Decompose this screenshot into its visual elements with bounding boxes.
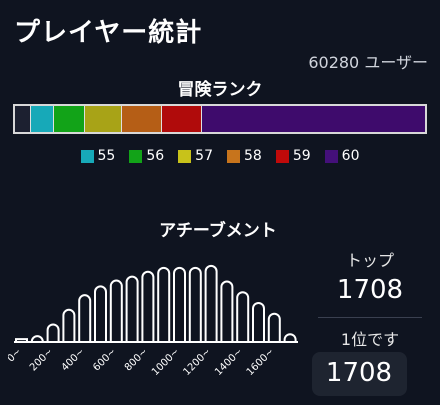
- legend-label: 60: [341, 148, 360, 164]
- histogram-tick-label: 800~: [123, 346, 150, 373]
- legend-item: 60: [324, 148, 360, 164]
- legend-label: 58: [244, 148, 262, 164]
- histogram-bar-1700~: [283, 333, 297, 342]
- histogram-bar-1400~: [236, 291, 250, 342]
- histogram-bar-800~: [141, 270, 155, 342]
- legend-item: 55: [80, 148, 116, 164]
- rank-segment: [84, 106, 123, 132]
- histogram-tick-label: 0~: [8, 346, 24, 364]
- histogram-bar-300~: [62, 308, 76, 342]
- histogram-tick-label: 1400~: [213, 346, 245, 378]
- legend-label: 56: [146, 148, 165, 164]
- legend-label: 59: [292, 148, 311, 164]
- legend-swatch: [80, 149, 94, 163]
- histogram-tick-label: 600~: [91, 346, 118, 373]
- histogram-tick-label: 1200~: [182, 346, 214, 378]
- rank-segment: [201, 106, 425, 132]
- histogram-bar-600~: [109, 279, 123, 342]
- first-value-box: [312, 352, 407, 396]
- histogram-tick-label: 400~: [60, 346, 87, 373]
- legend-swatch: [275, 149, 289, 163]
- histogram-bar-1600~: [267, 312, 281, 342]
- legend-swatch: [129, 149, 143, 163]
- top-value: 1708: [336, 275, 404, 305]
- histogram-bar-1300~: [220, 280, 234, 342]
- legend-swatch: [227, 149, 240, 163]
- rank-segment: [162, 106, 202, 132]
- first-value: 1708: [325, 358, 393, 388]
- legend-item: 58: [227, 148, 262, 164]
- first-label: 1位です: [340, 330, 400, 349]
- histogram-bar-100~: [30, 335, 44, 342]
- legend-label: 57: [195, 148, 213, 164]
- histogram-tick-label: 1600~: [245, 346, 277, 378]
- histogram-bar-400~: [78, 294, 92, 342]
- histogram-bar-1500~: [252, 302, 265, 342]
- achievement-section-title: アチーブメント: [159, 221, 277, 241]
- histogram-bar-900~: [157, 266, 171, 342]
- rank-segment: [15, 106, 32, 132]
- panel-divider: [318, 317, 422, 318]
- legend-item: 59: [275, 148, 311, 164]
- histogram-bar-1100~: [188, 266, 202, 342]
- legend-swatch: [324, 149, 338, 163]
- histogram-tick-label: 1000~: [150, 346, 182, 378]
- histogram-tick-label: 200~: [28, 346, 55, 373]
- rank-legend: 55 56 57 58 59 60: [0, 148, 440, 164]
- achievement-histogram: 0~ 200~ 400~ 600~ 800~ 1000~ 1200~ 1400~ 1600~: [8, 264, 298, 378]
- histogram-bar-700~: [125, 275, 139, 342]
- legend-label: 55: [97, 148, 116, 164]
- histogram-bar-1200~: [204, 264, 218, 342]
- rank-segment: [31, 106, 54, 132]
- legend-item: 57: [178, 148, 213, 164]
- histogram-bar-500~: [94, 285, 107, 342]
- histogram-bar-1000~: [173, 266, 186, 342]
- rank-section-title: 冒険ランク: [177, 80, 263, 100]
- page-title: プレイヤー統計: [14, 18, 203, 48]
- rank-segment: [122, 106, 163, 132]
- rank-distribution-bar: [13, 104, 427, 134]
- legend-swatch: [178, 149, 192, 163]
- histogram-bar-0~: [15, 338, 28, 342]
- top-label: トップ: [345, 251, 394, 270]
- histogram-bar-200~: [46, 323, 60, 342]
- rank-segment: [53, 106, 85, 132]
- legend-item: 56: [129, 148, 164, 164]
- user-count: 60280 ユーザー: [308, 53, 428, 72]
